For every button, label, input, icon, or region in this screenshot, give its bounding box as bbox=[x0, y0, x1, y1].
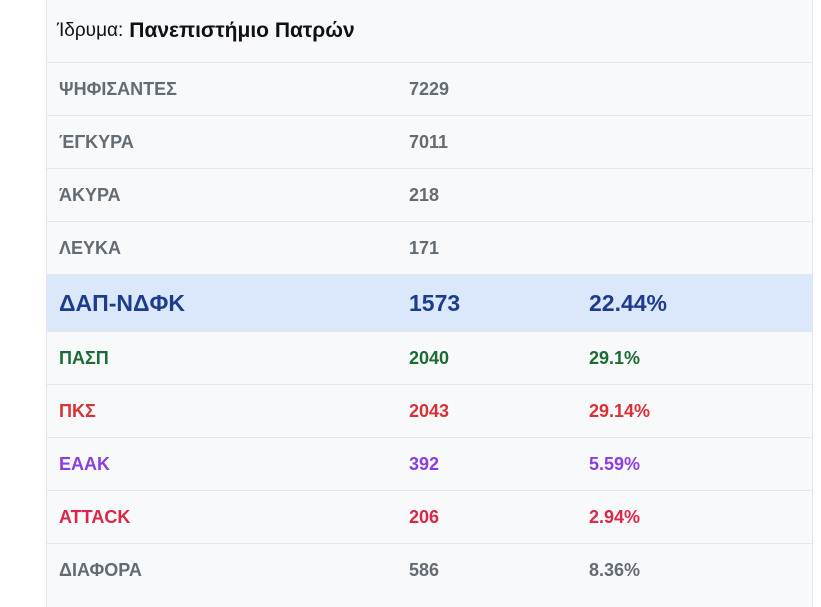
party-votes: 206 bbox=[409, 506, 440, 527]
institution-name: Πανεπιστήμιο Πατρών bbox=[129, 19, 355, 42]
institution-label: Ίδρυμα: bbox=[57, 20, 124, 41]
result-row-attack: ATTACK 206 2.94% bbox=[47, 490, 812, 543]
stat-label: ΨΗΦΙΣΑΝΤΕΣ bbox=[59, 78, 177, 99]
stat-label: ΆΚΥΡΑ bbox=[59, 184, 121, 205]
stat-row-invalid: ΆΚΥΡΑ 218 bbox=[47, 168, 812, 221]
results-panel: Ίδρυμα: Πανεπιστήμιο Πατρών ΨΗΦΙΣΑΝΤΕΣ 7… bbox=[46, 0, 813, 607]
party-percent: 29.14% bbox=[589, 400, 651, 421]
party-percent: 5.59% bbox=[589, 453, 641, 474]
party-percent: 22.44% bbox=[589, 289, 668, 316]
party-name: ΕΑΑΚ bbox=[59, 453, 111, 474]
party-votes: 586 bbox=[409, 559, 440, 580]
stat-value: 171 bbox=[409, 237, 440, 258]
stat-row-valid: ΈΓΚΥΡΑ 7011 bbox=[47, 115, 812, 168]
party-votes: 2043 bbox=[409, 400, 450, 421]
result-row-pasp: ΠΑΣΠ 2040 29.1% bbox=[47, 331, 812, 384]
stat-label: ΈΓΚΥΡΑ bbox=[59, 131, 134, 152]
party-votes: 1573 bbox=[409, 289, 461, 316]
party-votes: 392 bbox=[409, 453, 440, 474]
result-row-pks: ΠΚΣ 2043 29.14% bbox=[47, 384, 812, 437]
party-name: ΔΑΠ-ΝΔΦΚ bbox=[59, 289, 186, 316]
result-row-other: ΔΙΑΦΟΡΑ 586 8.36% bbox=[47, 543, 812, 596]
stat-label: ΛΕΥΚΑ bbox=[59, 237, 122, 258]
party-name: ΔΙΑΦΟΡΑ bbox=[59, 559, 142, 580]
party-percent: 2.94% bbox=[589, 506, 641, 527]
stat-value: 7229 bbox=[409, 78, 450, 99]
stat-row-blank: ΛΕΥΚΑ 171 bbox=[47, 221, 812, 274]
party-name: ΠΑΣΠ bbox=[59, 347, 109, 368]
stat-value: 7011 bbox=[409, 131, 449, 152]
party-name: ΠΚΣ bbox=[59, 400, 96, 421]
stat-value: 218 bbox=[409, 184, 440, 205]
party-percent: 29.1% bbox=[589, 347, 641, 368]
stat-row-voters: ΨΗΦΙΣΑΝΤΕΣ 7229 bbox=[47, 62, 812, 115]
result-row-eaak: ΕΑΑΚ 392 5.59% bbox=[47, 437, 812, 490]
party-percent: 8.36% bbox=[589, 559, 641, 580]
result-row-dap: ΔΑΠ-ΝΔΦΚ 1573 22.44% bbox=[47, 274, 812, 331]
party-votes: 2040 bbox=[409, 347, 450, 368]
party-name: ATTACK bbox=[59, 506, 131, 527]
institution-header: Ίδρυμα: Πανεπιστήμιο Πατρών bbox=[47, 0, 812, 62]
